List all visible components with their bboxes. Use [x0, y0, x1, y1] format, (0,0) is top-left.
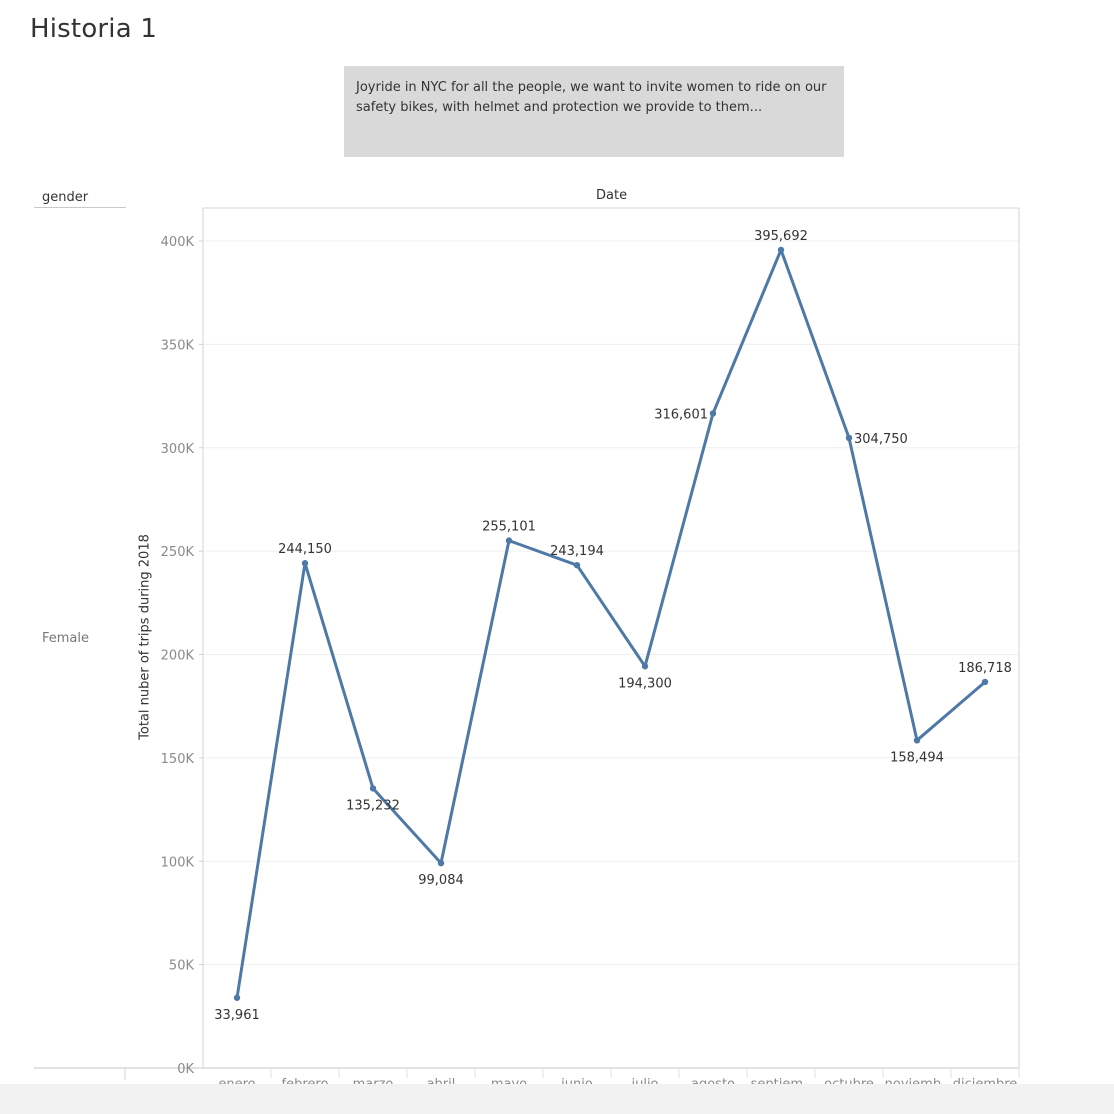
data-point [845, 434, 853, 442]
data-label: 33,961 [214, 1008, 260, 1023]
data-label: 255,101 [482, 520, 536, 535]
data-label: 135,232 [346, 798, 400, 813]
data-labels: 33,961 244,150 135,232 99,084 255,101 243,194… [214, 229, 1012, 1023]
data-label: 186,718 [958, 661, 1012, 676]
data-point [913, 737, 921, 744]
series-line-group [233, 246, 989, 1001]
data-point [777, 246, 785, 254]
data-label: 158,494 [890, 750, 944, 765]
data-label: 99,084 [418, 873, 464, 888]
data-point [233, 994, 241, 1001]
plot-frame [34, 207, 1020, 1080]
y-tick-label: 250K [161, 545, 195, 560]
row-header-gender: gender [42, 190, 89, 205]
y-tick-label: 400K [161, 235, 195, 250]
column-header-date: Date [596, 188, 628, 203]
y-tick-label: 50K [169, 959, 195, 974]
y-axis-ticks: 0K 50K 100K 150K 200K 250K 300K 350K 400K [161, 235, 203, 1077]
series-line [235, 248, 987, 1000]
y-tick-label: 100K [161, 855, 195, 870]
data-label: 395,692 [754, 229, 808, 244]
data-point [641, 663, 649, 670]
data-point [505, 537, 513, 544]
y-tick-label: 200K [161, 649, 195, 664]
data-label: 194,300 [618, 676, 672, 691]
data-label: 316,601 [654, 407, 708, 422]
y-tick-label: 300K [161, 442, 195, 457]
y-tick-label: 350K [161, 338, 195, 353]
story-title: Historia 1 [30, 14, 158, 44]
data-point [573, 561, 581, 569]
data-point [981, 678, 989, 686]
scroll-fade [0, 1084, 1114, 1114]
data-point [369, 785, 377, 792]
data-point [437, 859, 445, 867]
gridlines [203, 240, 1019, 966]
y-tick-label: 150K [161, 752, 195, 767]
row-label-female: Female [42, 631, 90, 646]
y-tick-label: 0K [177, 1062, 194, 1077]
row-header-divider [34, 207, 126, 208]
data-label: 243,194 [550, 544, 604, 559]
data-label: 304,750 [854, 432, 908, 447]
caption-box: Joyride in NYC for all the people, we wa… [344, 66, 844, 157]
data-point [301, 560, 309, 567]
data-point [709, 410, 717, 417]
data-label: 244,150 [278, 542, 332, 557]
